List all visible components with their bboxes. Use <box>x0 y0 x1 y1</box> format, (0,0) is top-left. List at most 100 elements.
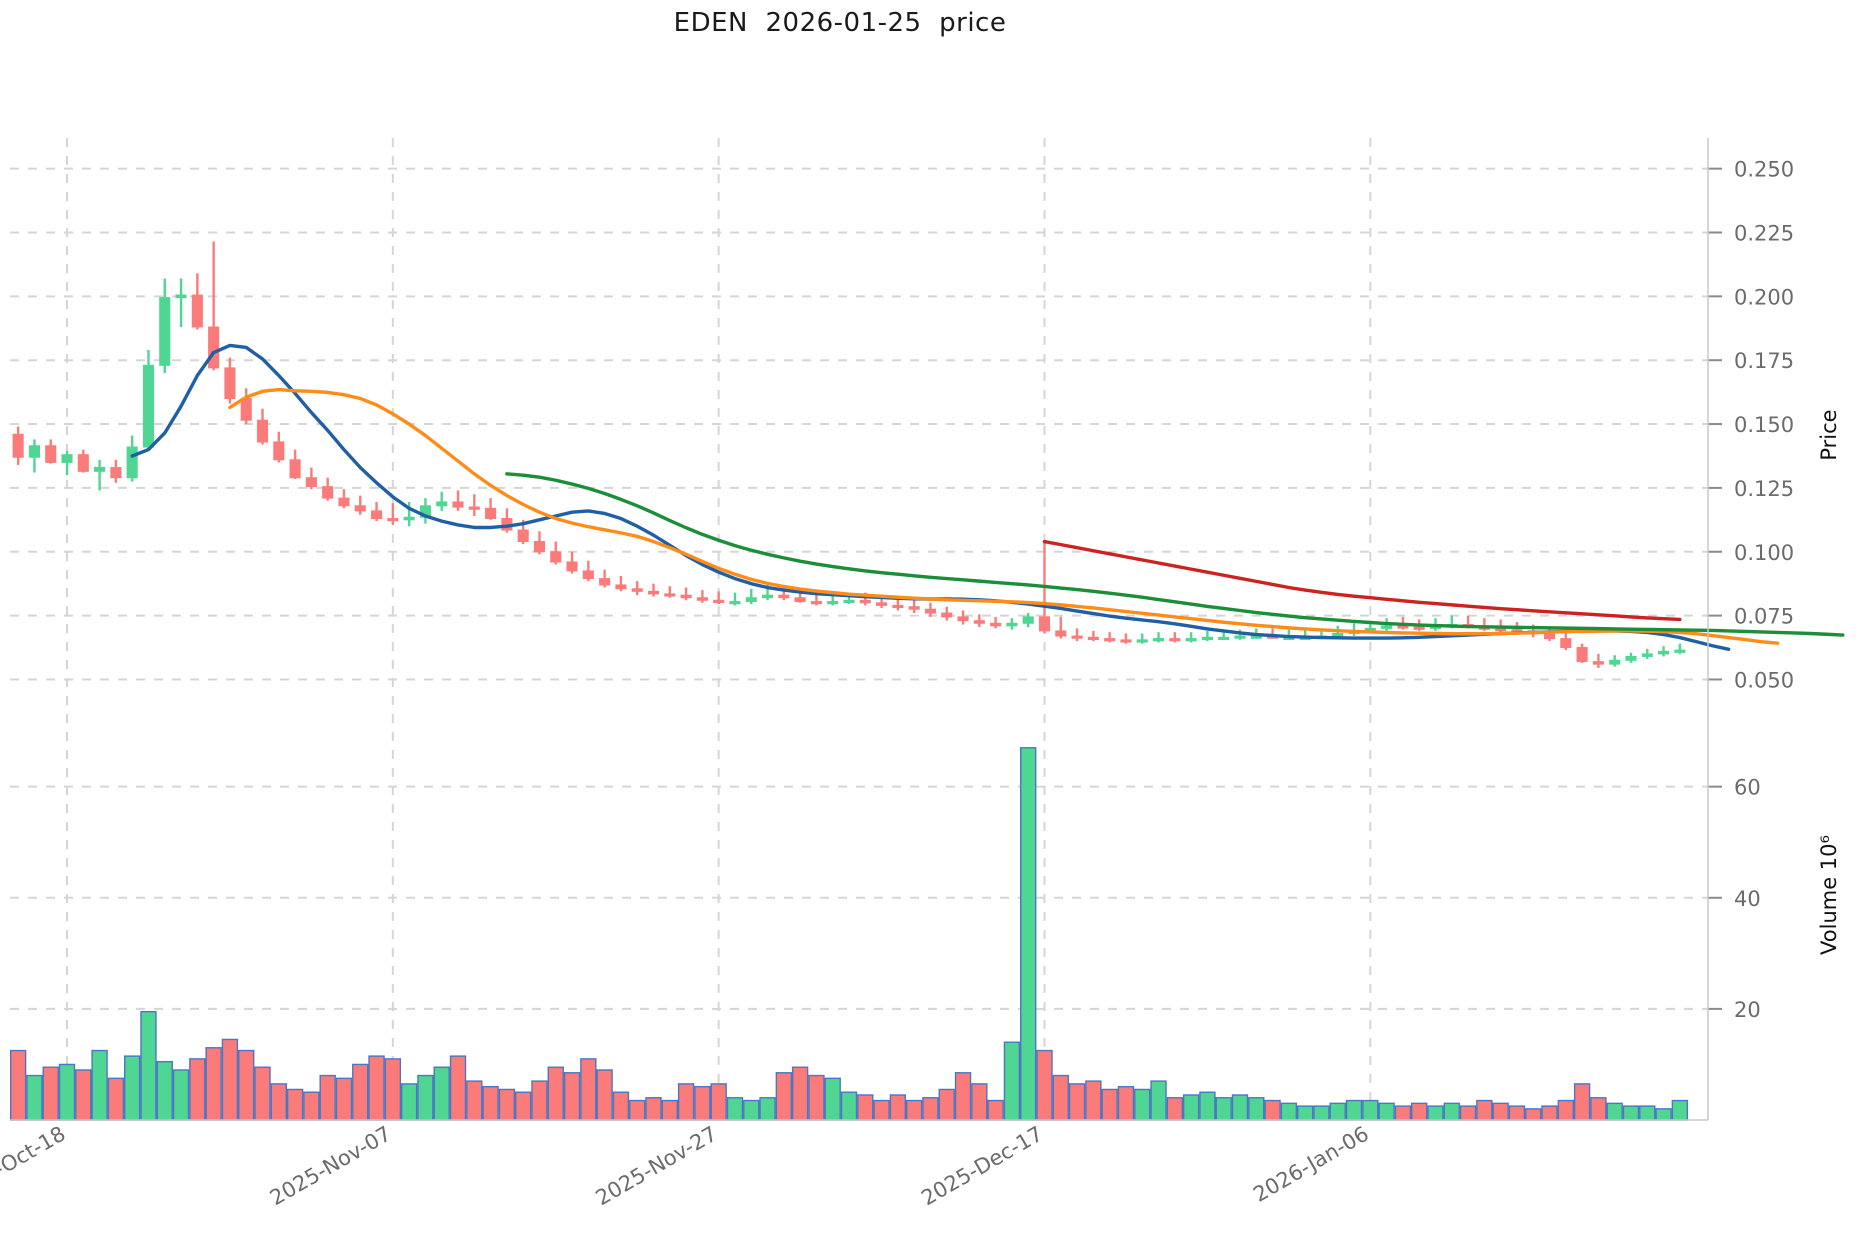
candlestick <box>745 588 757 605</box>
candlestick <box>924 602 937 617</box>
candlestick <box>990 616 1002 629</box>
volume-axis-ticks: 60 40 20 <box>1708 776 1761 1022</box>
candlestick <box>387 503 399 525</box>
candlestick <box>680 587 692 601</box>
candle-body <box>1006 622 1018 627</box>
volume-bar <box>189 1058 206 1121</box>
candle-body <box>485 507 497 520</box>
candle-body <box>631 588 643 592</box>
candlestick <box>94 459 106 491</box>
candle-body <box>1055 630 1067 637</box>
volume-bar-series <box>9 747 1689 1121</box>
candlestick <box>436 491 448 511</box>
volume-bar <box>1459 1105 1477 1121</box>
volume-bar <box>938 1088 955 1121</box>
candlestick <box>1560 630 1572 651</box>
candlestick <box>1674 643 1686 654</box>
candlestick <box>1185 632 1197 643</box>
volume-bar <box>661 1099 678 1121</box>
volume-bar <box>140 1010 157 1121</box>
candlestick <box>1120 633 1132 644</box>
price-tick-label: 0.150 <box>1734 413 1794 437</box>
candle-body <box>273 441 285 461</box>
candlestick <box>142 349 155 450</box>
candlestick <box>1169 632 1181 643</box>
candle-body <box>452 501 464 508</box>
candle-body <box>61 454 73 463</box>
candlestick <box>419 498 431 524</box>
volume-grid <box>10 785 1708 1010</box>
volume-bar <box>547 1066 564 1121</box>
ma-line-ma_green <box>505 472 1845 637</box>
candlestick <box>615 576 627 592</box>
candlestick <box>126 435 138 482</box>
volume-bar <box>1476 1099 1493 1121</box>
candle-body <box>110 466 122 479</box>
candlestick <box>1087 630 1099 642</box>
volume-bar <box>905 1099 923 1121</box>
candle-body <box>1201 636 1213 641</box>
candle-body <box>761 594 774 599</box>
candlestick <box>1055 616 1067 639</box>
candlestick <box>240 388 252 425</box>
volume-bar <box>466 1080 483 1121</box>
candle-body <box>957 616 969 622</box>
volume-bar <box>449 1055 467 1121</box>
volume-bar <box>1378 1102 1395 1121</box>
candle-body <box>859 599 871 604</box>
candlestick <box>61 450 73 476</box>
candle-body <box>1104 638 1116 642</box>
volume-bar <box>1622 1105 1640 1121</box>
volume-tick-label: 60 <box>1734 776 1761 800</box>
candlestick <box>191 273 203 330</box>
volume-bar <box>596 1069 613 1121</box>
price-axis-title: Price <box>1817 409 1841 460</box>
candlestick <box>110 459 122 483</box>
volume-bar <box>612 1091 630 1121</box>
volume-bar <box>75 1069 92 1121</box>
volume-bar <box>205 1047 222 1121</box>
candlestick <box>582 560 594 582</box>
candlestick <box>1592 653 1604 668</box>
candlestick <box>256 408 269 445</box>
candle-body <box>713 599 725 603</box>
volume-bar <box>645 1097 662 1121</box>
candlestick <box>957 610 969 625</box>
candle-body <box>1169 638 1181 642</box>
candle-body <box>12 433 24 458</box>
price-tick-label: 0.225 <box>1734 222 1794 246</box>
candlestick <box>322 477 334 501</box>
volume-bar <box>1411 1102 1428 1121</box>
volume-bar <box>759 1097 776 1121</box>
volume-bar <box>156 1060 173 1121</box>
candle-body <box>436 501 448 507</box>
candlestick <box>664 586 676 598</box>
volume-bar <box>384 1058 402 1121</box>
candle-body <box>256 419 269 443</box>
volume-bar <box>368 1055 385 1121</box>
candle-body <box>1543 632 1556 640</box>
candle-body <box>468 506 480 510</box>
volume-bar <box>335 1077 353 1121</box>
volume-bar <box>1655 1108 1672 1121</box>
volume-bar <box>303 1091 320 1121</box>
candle-body <box>1576 647 1588 663</box>
candlestick <box>501 508 513 533</box>
candlestick <box>647 583 660 597</box>
volume-bar <box>286 1088 304 1121</box>
candle-body <box>827 601 839 605</box>
volume-bar <box>221 1038 239 1121</box>
candle-body <box>941 612 953 618</box>
volume-bar <box>1671 1099 1689 1121</box>
candle-body <box>550 551 562 563</box>
volume-bar <box>1166 1097 1184 1121</box>
volume-bar <box>1639 1105 1656 1121</box>
price-tick-label: 0.200 <box>1734 285 1794 309</box>
volume-bar <box>1427 1105 1444 1121</box>
volume-bar <box>1199 1091 1216 1121</box>
volume-axis-title: Volume 10⁶ <box>1817 835 1841 955</box>
candle-body <box>1641 653 1653 657</box>
volume-bar <box>1068 1083 1086 1121</box>
ma-line-ma_red <box>1042 539 1682 622</box>
